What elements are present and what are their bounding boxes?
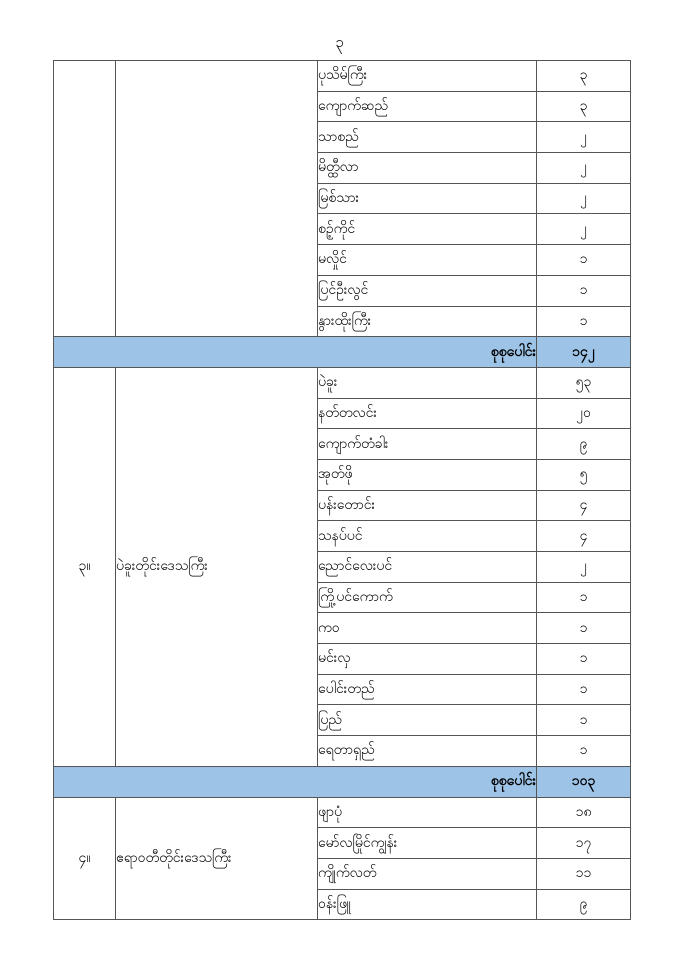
section-region-cell: ပဲခူးတိုင်းဒေသကြီး [115,366,318,767]
section-total-row: စုစုပေါင်း ၁၀၃ [53,765,631,798]
township-name: ဝန်းဖြူ [317,888,537,921]
table-row: မော်လမြိုင်ကျွန်း ၁၇ [54,827,631,859]
total-value: ၁၀၃ [536,765,631,798]
township-name: နွားထိုးကြီး [317,305,537,338]
table-row: စဉ့်ကိုင် ၂ [54,213,631,246]
township-value: ၃ [536,90,631,123]
total-label: စုစုပေါင်း [53,336,537,368]
table-row: မလှိုင် ၁ [54,244,631,276]
township-name: အုတ်ဖို [317,458,537,491]
township-value: ၂ [536,182,631,215]
township-value: ၅၃ [536,366,631,399]
table-row: ရေတာရှည် ၁ [54,735,631,767]
table-container: ပုသိမ်ကြီး ၃ ကျောက်ဆည် ၃ သာစည် ၂ မိတ္ထီလ… [53,59,631,921]
township-name: ဖျာပုံ [317,796,537,829]
township-name: မလှိုင် [317,244,537,276]
township-name: မိတ္ထီလာ [317,152,537,184]
township-value: ၁၁ [536,857,631,890]
township-table: ပုသိမ်ကြီး ၃ ကျောက်ဆည် ၃ သာစည် ၂ မိတ္ထီလ… [53,59,631,921]
table-row: ကျောက်ဆည် ၃ [54,90,631,123]
township-name: ပြည် [317,704,537,737]
table-row: ကျောက်တံခါး ၉ [54,428,631,460]
section-region-cell: ဧရာဝတီတိုင်းဒေသကြီး [115,796,318,921]
township-name: နတ်တလင်း [317,397,537,430]
township-value: ၁ [536,274,631,307]
township-value: ၁ [536,581,631,614]
township-value: ၁ [536,673,631,706]
section-number-cell: ၃။ [53,366,116,767]
township-name: မင်းလှ [317,643,537,675]
total-label: စုစုပေါင်း [53,765,537,798]
township-name: ကျောက်တံခါး [317,428,537,460]
township-name: ပြင်ဦးလွင် [317,274,537,307]
township-name: ပဲခူး [317,366,537,399]
table-row: အုတ်ဖို ၅ [54,458,631,491]
township-value: ၄ [536,520,631,552]
township-value: ၂ [536,152,631,184]
township-value: ၁၇ [536,827,631,859]
table-row: မြစ်သား ၂ [54,182,631,215]
section-number-cell [53,59,116,338]
township-value: ၅ [536,458,631,491]
township-value: ၁ [536,643,631,675]
section-region-cell [115,59,318,338]
table-body: ပုသိမ်ကြီး ၃ ကျောက်ဆည် ၃ သာစည် ၂ မိတ္ထီလ… [53,59,631,921]
township-value: ၁ [536,612,631,645]
township-value: ၂ [536,213,631,246]
township-name: သာစည် [317,121,537,154]
township-name: စဉ့်ကိုင် [317,213,537,246]
table-row: ညောင်လေးပင် ၂ [54,551,631,583]
township-name: ကျောက်ဆည် [317,90,537,123]
township-value: ၄ [536,489,631,522]
township-name: မြစ်သား [317,182,537,215]
page-number: ၃ [335,33,344,51]
table-row: ပြည် ၁ [54,704,631,737]
township-value: ၉ [536,428,631,460]
township-name: ပေါင်းတည် [317,673,537,706]
township-value: ၂ [536,551,631,583]
township-value: ၁ [536,305,631,338]
section-number-cell: ၄။ [53,796,116,921]
township-value: ၁ [536,704,631,737]
township-name: ညောင်လေးပင် [317,551,537,583]
township-name: သနပ်ပင် [317,520,537,552]
township-value: ၁ [536,735,631,767]
township-name: ပန်းတောင်း [317,489,537,522]
township-name: ကြို့ပင်ကောက် [317,581,537,614]
section-total-row: စုစုပေါင်း ၁၄၂ [53,336,631,368]
table-row: နတ်တလင်း ၂၀ [54,397,631,430]
township-name: ရေတာရှည် [317,735,537,767]
table-row: သာစည် ၂ [54,121,631,154]
table-row: ကြို့ပင်ကောက် ၁ [54,581,631,614]
table-row: ၃။ ပဲခူးတိုင်းဒေသကြီး ပဲခူး ၅၃ [53,366,631,767]
table-row: မိတ္ထီလာ ၂ [54,152,631,184]
table-row: ပြင်ဦးလွင် ၁ [54,274,631,307]
total-value: ၁၄၂ [536,336,631,368]
township-value: ၂၀ [536,397,631,430]
township-name: ကဝ [317,612,537,645]
township-name: ကျိုက်လတ် [317,857,537,890]
township-name: မော်လမြိုင်ကျွန်း [317,827,537,859]
township-value: ၁ [536,244,631,276]
township-value: ၁၈ [536,796,631,829]
table-row: ၄။ ဧရာဝတီတိုင်းဒေသကြီး ဖျာပုံ ၁၈ [53,796,631,921]
township-name: ပုသိမ်ကြီး [317,60,537,92]
township-value: ၉ [536,888,631,921]
table-row: နွားထိုးကြီး ၁ [54,305,631,338]
table-row: ကဝ ၁ [54,612,631,645]
table-row: ဝန်းဖြူ ၉ [54,888,631,921]
township-value: ၂ [536,121,631,154]
township-value: ၃ [536,60,631,92]
table-row: ပုသိမ်ကြီး ၃ [53,59,631,338]
table-row: ပေါင်းတည် ၁ [54,673,631,706]
